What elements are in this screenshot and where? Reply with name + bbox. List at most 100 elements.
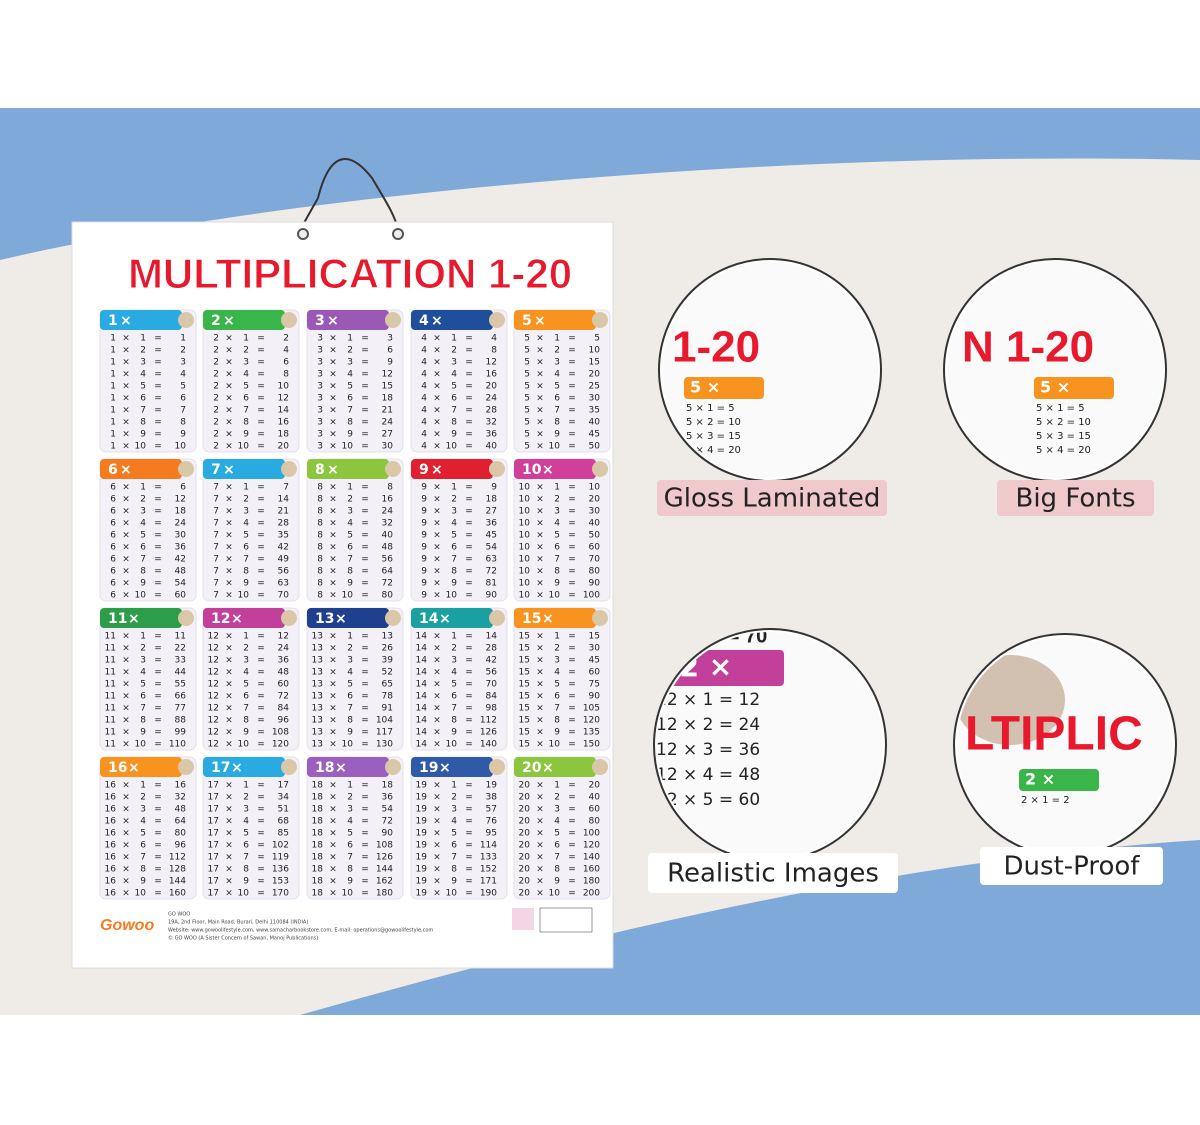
times-sign: × [231,760,243,776]
row-multiplier: 7 [451,406,457,416]
row-n: 6 [110,531,116,541]
row-equals: = [361,442,369,452]
row-times: × [225,668,233,678]
row-product: 30 [175,531,187,541]
row-product: 99 [175,728,187,738]
row-multiplier: 5 [451,531,457,541]
row-product: 12 [382,370,393,380]
row-product: 45 [486,531,497,541]
row-multiplier: 1 [347,334,353,344]
row-equals: = [465,495,473,505]
row-times: × [536,805,544,815]
row-n: 17 [208,793,219,803]
row-multiplier: 1 [243,781,249,791]
row-product: 42 [486,656,497,666]
row-product: 114 [480,841,497,851]
row-product: 54 [486,543,498,553]
row-equals: = [465,829,473,839]
table-number: 9 [419,462,429,478]
row-equals: = [154,483,162,493]
row-n: 18 [312,853,324,863]
row-multiplier: 7 [554,704,560,714]
row-multiplier: 3 [243,507,249,517]
row-times: × [536,370,544,380]
row-times: × [122,394,130,404]
row-equals: = [465,805,473,815]
row-n: 5 [524,370,530,380]
row-multiplier: 3 [554,656,560,666]
zoom-row: 5 × 3 = 15 [1036,431,1091,442]
row-equals: = [257,555,265,565]
row-multiplier: 6 [347,692,353,702]
table-number: 8 [315,462,325,478]
zoom-content: 1-20 5 × 5 × 1 = 5 5 × 2 = 10 5 × 3 = 15 5 × … [662,262,878,478]
row-equals: = [568,531,576,541]
feature-label-bg [997,480,1154,516]
row-equals: = [361,793,369,803]
row-equals: = [257,704,265,714]
row-equals: = [465,543,473,553]
row-n: 7 [213,507,219,517]
row-product: 39 [382,656,394,666]
row-equals: = [154,442,162,452]
zoom-row: 5 × 4 = 20 [1036,445,1091,456]
poster-title: MULTIPLICATION 1-20 [128,250,572,297]
row-multiplier: 2 [451,495,457,505]
row-product: 16 [278,418,290,428]
zoom-row: 5 × 4 = 20 [686,445,741,456]
row-multiplier: 2 [347,346,353,356]
row-multiplier: 4 [243,668,249,678]
row-product: 152 [480,865,497,875]
row-multiplier: 6 [554,841,560,851]
row-equals: = [568,579,576,589]
row-multiplier: 1 [451,781,457,791]
row-equals: = [361,507,369,517]
row-equals: = [465,370,473,380]
row-multiplier: 3 [554,358,560,368]
row-product: 66 [175,692,187,702]
row-multiplier: 10 [342,889,354,899]
row-times: × [433,483,441,493]
row-multiplier: 4 [140,668,146,678]
row-n: 18 [312,805,324,815]
row-equals: = [154,644,162,654]
row-equals: = [568,841,576,851]
row-multiplier: 9 [347,579,353,589]
row-n: 2 [213,406,219,416]
row-times: × [225,531,233,541]
row-product: 170 [272,889,289,899]
row-n: 8 [317,483,323,493]
table-number: 15 [522,611,541,627]
row-product: 102 [272,841,289,851]
row-times: × [122,680,130,690]
row-times: × [329,853,337,863]
row-multiplier: 1 [554,483,560,493]
row-multiplier: 9 [554,579,560,589]
row-times: × [433,543,441,553]
row-n: 12 [208,740,219,750]
row-multiplier: 6 [451,394,457,404]
zoom-heading: LTIPLIC [965,708,1143,761]
animal-icon [178,610,194,626]
row-multiplier: 5 [243,829,249,839]
row-product: 60 [589,805,601,815]
row-equals: = [257,656,265,666]
row-times: × [225,793,233,803]
row-multiplier: 8 [347,418,353,428]
row-times: × [329,805,337,815]
row-n: 9 [421,579,427,589]
row-product: 140 [583,853,600,863]
row-equals: = [361,668,369,678]
row-multiplier: 6 [451,841,457,851]
feature-label: Realistic Images [667,859,879,889]
row-multiplier: 8 [347,865,353,875]
row-n: 12 [208,680,219,690]
row-multiplier: 8 [554,865,560,875]
zoom-row: 5 × 3 = 15 [686,431,741,442]
row-product: 32 [382,519,393,529]
row-product: 12 [486,358,497,368]
row-product: 18 [175,507,187,517]
row-n: 19 [416,793,428,803]
row-n: 17 [208,805,219,815]
row-times: × [122,406,130,416]
